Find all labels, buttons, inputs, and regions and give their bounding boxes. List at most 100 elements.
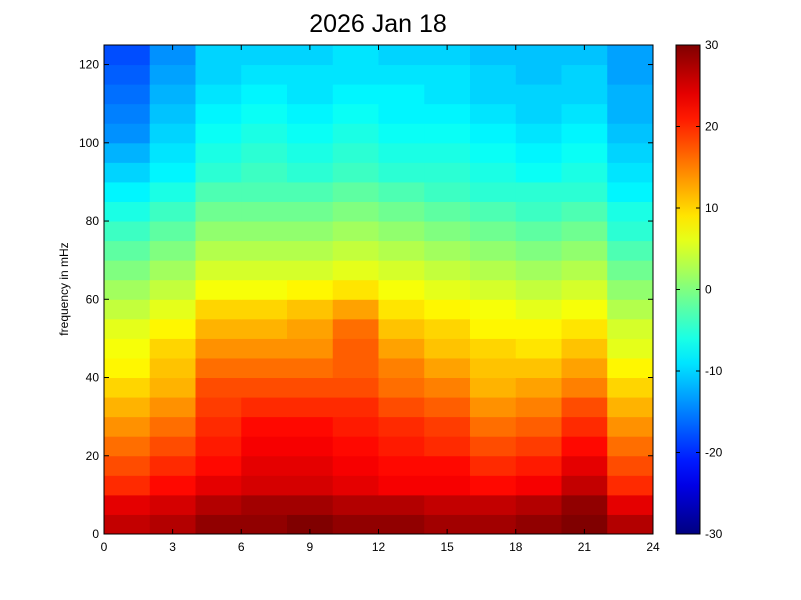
heatmap-cell <box>149 260 196 281</box>
heatmap-cell <box>515 377 562 398</box>
heatmap-cell <box>241 142 288 163</box>
heatmap-cell <box>424 181 471 202</box>
heatmap-cell <box>561 181 608 202</box>
heatmap-cell <box>104 357 151 379</box>
heatmap-cell <box>378 514 425 535</box>
heatmap-cell <box>515 416 562 437</box>
heatmap-cell <box>287 84 334 105</box>
heatmap-cell <box>561 103 608 124</box>
y-tick-label: 100 <box>79 136 99 150</box>
heatmap-cell <box>241 455 288 476</box>
heatmap-cell <box>470 162 517 183</box>
heatmap-cell <box>149 240 196 261</box>
heatmap-cell <box>149 162 196 183</box>
heatmap-cell <box>332 201 379 222</box>
heatmap-cell <box>332 279 379 300</box>
heatmap-cell <box>149 181 196 202</box>
y-tick-label: 60 <box>86 292 100 306</box>
heatmap-cell <box>424 377 471 398</box>
heatmap-cell <box>561 64 608 85</box>
heatmap-cell <box>607 318 654 339</box>
heatmap-cell <box>195 436 242 457</box>
heatmap-cell <box>149 338 196 359</box>
heatmap-cell <box>470 123 517 144</box>
heatmap-cell <box>424 103 471 124</box>
heatmap-cell <box>424 279 471 300</box>
heatmap-cell <box>195 260 242 281</box>
colorbar-tick-label: 10 <box>705 201 719 215</box>
heatmap-cell <box>378 181 425 202</box>
heatmap-cell <box>195 103 242 124</box>
heatmap-cell <box>515 494 562 515</box>
heatmap-cell <box>424 221 471 242</box>
x-tick-label: 3 <box>169 540 176 554</box>
heatmap-cell <box>470 357 517 379</box>
heatmap-cell <box>287 514 334 535</box>
heatmap-cell <box>424 397 471 418</box>
heatmap-cell <box>470 494 517 515</box>
heatmap-cell <box>104 240 151 261</box>
heatmap-cell <box>515 103 562 124</box>
heatmap-cell <box>607 64 654 85</box>
heatmap-cell <box>470 436 517 457</box>
heatmap-cell <box>149 84 196 105</box>
heatmap-cell <box>470 142 517 163</box>
x-tick-label: 21 <box>578 540 592 554</box>
heatmap-cell <box>515 201 562 222</box>
heatmap-cell <box>104 494 151 515</box>
heatmap-cell <box>332 357 379 379</box>
heatmap-cell <box>332 318 379 339</box>
heatmap-cell <box>561 142 608 163</box>
heatmap-cell <box>607 377 654 398</box>
heatmap-cell <box>607 357 654 379</box>
heatmap-cell <box>470 240 517 261</box>
heatmap-cell <box>104 279 151 300</box>
heatmap-cell <box>378 436 425 457</box>
heatmap-cell <box>378 123 425 144</box>
heatmap-cell <box>104 514 151 535</box>
heatmap-cell <box>241 436 288 457</box>
heatmap-cell <box>241 357 288 379</box>
heatmap-cell <box>332 299 379 320</box>
heatmap-cell <box>470 45 517 66</box>
heatmap-cell <box>149 436 196 457</box>
x-tick-label: 24 <box>646 540 660 554</box>
heatmap-cell <box>195 279 242 300</box>
heatmap-cell <box>241 84 288 105</box>
heatmap-cell <box>149 377 196 398</box>
heatmap-cell <box>104 84 151 105</box>
heatmap-cell <box>424 123 471 144</box>
heatmap-cell <box>287 318 334 339</box>
heatmap-cell <box>561 455 608 476</box>
heatmap-cell <box>378 64 425 85</box>
heatmap-cell <box>195 299 242 320</box>
heatmap-cell <box>424 162 471 183</box>
heatmap-cell <box>332 45 379 66</box>
heatmap-cell <box>470 260 517 281</box>
heatmap-cell <box>195 416 242 437</box>
heatmap-cell <box>378 299 425 320</box>
heatmap-cell <box>241 377 288 398</box>
heatmap-cell <box>470 377 517 398</box>
x-tick-label: 12 <box>372 540 386 554</box>
heatmap-cell <box>332 338 379 359</box>
heatmap-cell <box>378 338 425 359</box>
heatmap-cell <box>515 338 562 359</box>
heatmap-cell <box>104 455 151 476</box>
heatmap-cell <box>104 123 151 144</box>
heatmap-cell <box>287 279 334 300</box>
heatmap-cell <box>607 416 654 437</box>
heatmap-cell <box>149 142 196 163</box>
heatmap-cell <box>332 514 379 535</box>
heatmap-cell <box>241 494 288 515</box>
heatmap-cell <box>149 299 196 320</box>
heatmap-cell <box>104 416 151 437</box>
heatmap-cell <box>515 240 562 261</box>
heatmap-cell <box>287 436 334 457</box>
heatmap-cell <box>149 201 196 222</box>
heatmap-cell <box>470 64 517 85</box>
y-tick-label: 20 <box>86 449 100 463</box>
heatmap-cell <box>149 455 196 476</box>
heatmap-cell <box>104 260 151 281</box>
